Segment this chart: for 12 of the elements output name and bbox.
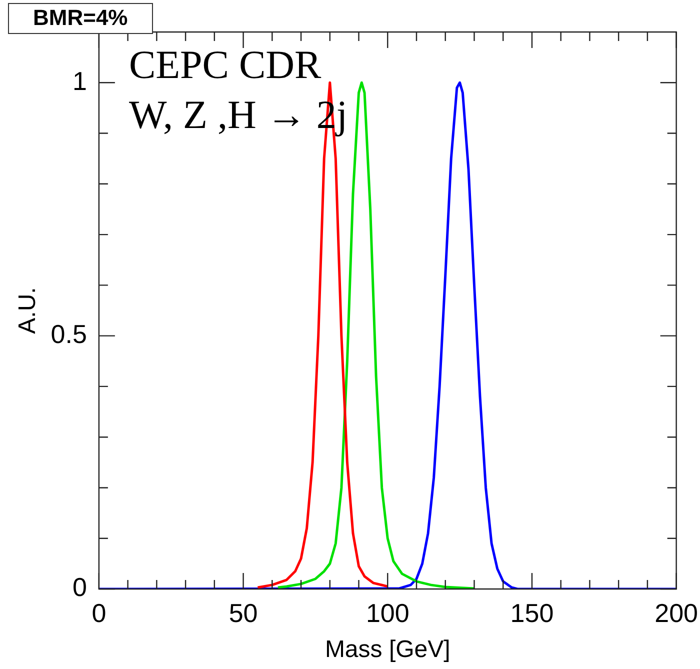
chart-title: BMR=4% (8, 3, 153, 34)
annotation: CEPC CDR (128, 42, 322, 87)
x-axis-title: Mass [GeV] (324, 636, 450, 664)
x-tick-label: 50 (228, 598, 258, 628)
y-axis-title: A.U. (14, 287, 42, 334)
y-tick-label: 1 (72, 66, 87, 96)
y-tick-label: 0.5 (50, 318, 87, 349)
x-tick-label: 150 (510, 598, 554, 628)
x-tick-label: 200 (654, 598, 698, 628)
x-tick-label: 0 (92, 598, 106, 628)
y-tick-label: 0 (72, 572, 87, 602)
x-tick-label: 100 (366, 598, 410, 628)
